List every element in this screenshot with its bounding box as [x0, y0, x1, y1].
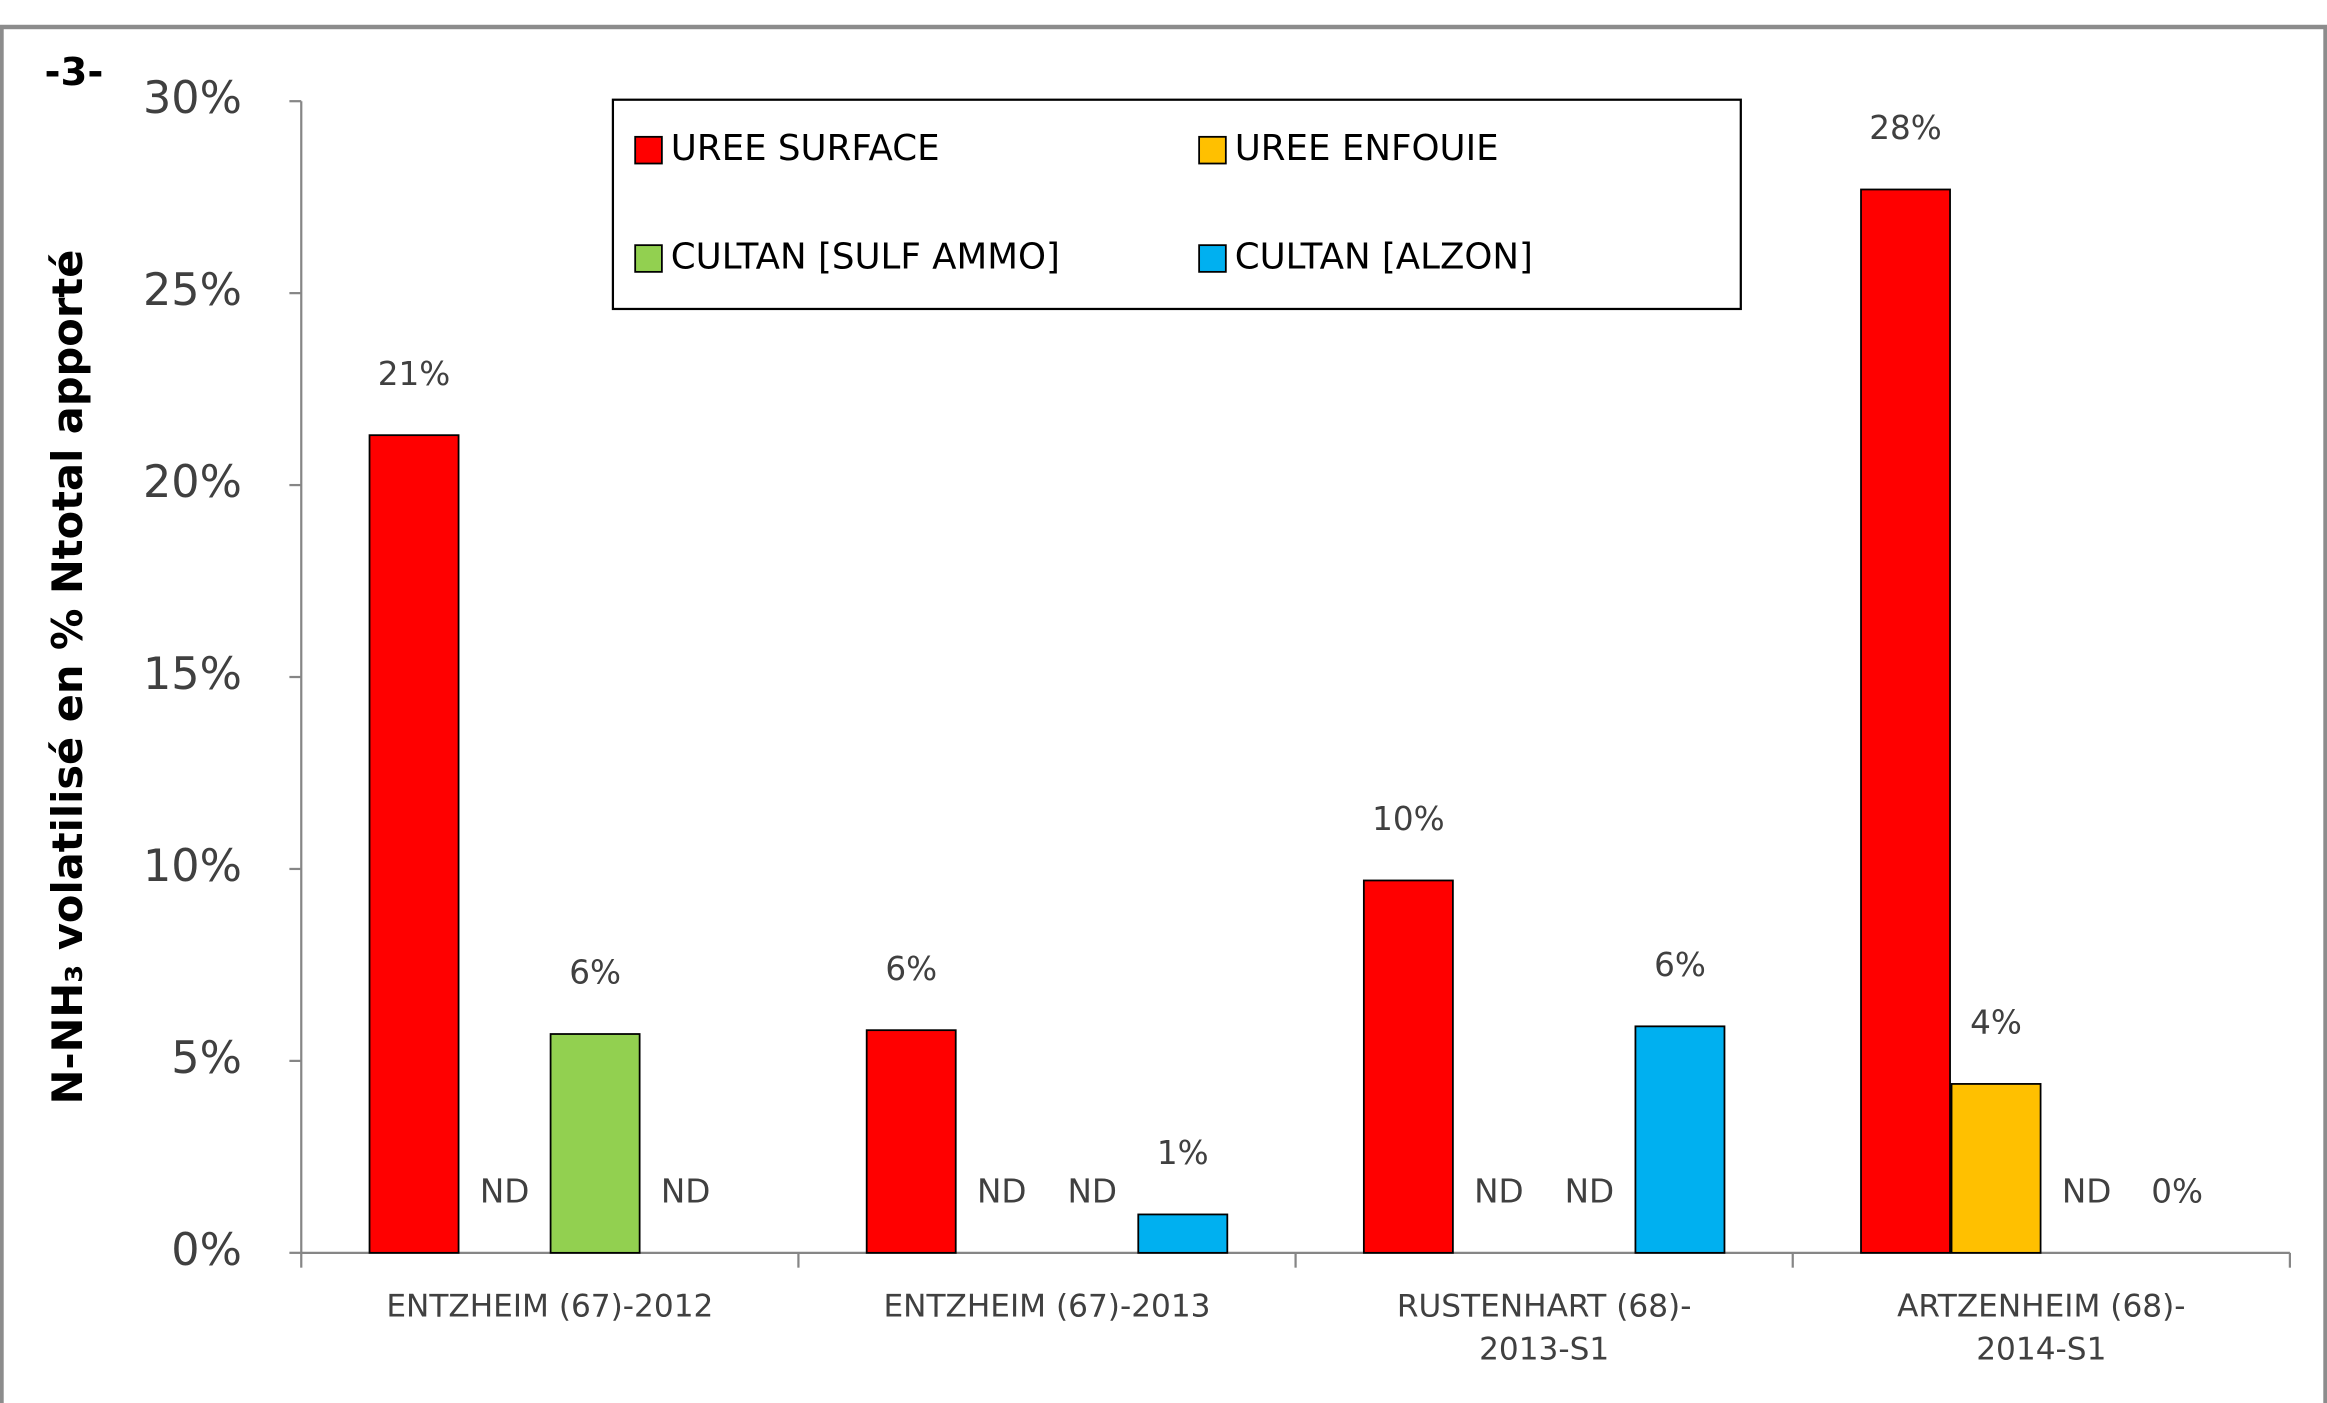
annotation: -3- [45, 50, 104, 95]
value-label: 6% [1654, 946, 1706, 984]
value-label: ND [1474, 1172, 1524, 1210]
bar [865, 1029, 957, 1254]
x-tick-label-box: RUSTENHART (68)- 2013-S1 [1396, 1288, 1692, 1368]
value-label: ND [977, 1172, 1027, 1210]
value-label: ND [1067, 1172, 1117, 1210]
x-tick-label-box: ARTZENHEIM (68)- 2014-S1 [1897, 1288, 2186, 1368]
value-label: ND [2062, 1172, 2112, 1210]
value-label: 0% [2151, 1172, 2203, 1210]
bar [1950, 1083, 2042, 1254]
x-tick-label: ENTZHEIM (67)-2013 [883, 1288, 1211, 1325]
value-label: 28% [1869, 109, 1942, 147]
value-label: ND [1565, 1172, 1615, 1210]
value-label: 10% [1372, 800, 1445, 838]
y-tick-label: 20% [143, 457, 242, 508]
x-tick-label: ENTZHEIM (67)-2012 [386, 1288, 714, 1325]
value-label: 21% [378, 355, 451, 393]
legend [611, 98, 1742, 311]
y-tick-label: 15% [143, 649, 242, 700]
value-label: 6% [569, 954, 621, 992]
x-tick-label: ARTZENHEIM (68)- 2014-S1 [1897, 1288, 2186, 1368]
value-label: ND [480, 1172, 530, 1210]
bar [1137, 1213, 1229, 1254]
y-axis-label: N-NH₃ volatilisé en % Ntotal apporté [43, 250, 92, 1105]
legend-label: UREE ENFOUIE [1235, 128, 1499, 169]
x-tick-label-box: ENTZHEIM (67)-2013 [883, 1288, 1211, 1325]
legend-label: UREE SURFACE [671, 128, 940, 169]
legend-label: CULTAN [ALZON] [1235, 237, 1533, 278]
y-tick-label: 25% [143, 265, 242, 316]
value-label: 1% [1157, 1134, 1209, 1172]
bar [1860, 188, 1951, 1254]
x-tick-label: RUSTENHART (68)- 2013-S1 [1396, 1288, 1692, 1368]
y-tick-label: 5% [171, 1033, 242, 1084]
value-label: 6% [885, 950, 937, 988]
bar [1362, 879, 1454, 1254]
legend-swatch [1198, 135, 1227, 165]
value-label: ND [661, 1172, 711, 1210]
value-label: 4% [1970, 1004, 2022, 1042]
legend-swatch [634, 135, 663, 165]
y-tick-label: 30% [143, 73, 242, 124]
y-tick-label: 10% [143, 841, 242, 892]
bar [368, 434, 460, 1254]
legend-label: CULTAN [SULF AMMO] [671, 237, 1060, 278]
legend-swatch [634, 244, 663, 273]
bar [1634, 1025, 1726, 1254]
x-tick-label-box: ENTZHEIM (67)-2012 [386, 1288, 714, 1325]
bar [549, 1033, 641, 1254]
legend-swatch [1198, 244, 1227, 273]
y-tick-label: 0% [171, 1225, 242, 1276]
